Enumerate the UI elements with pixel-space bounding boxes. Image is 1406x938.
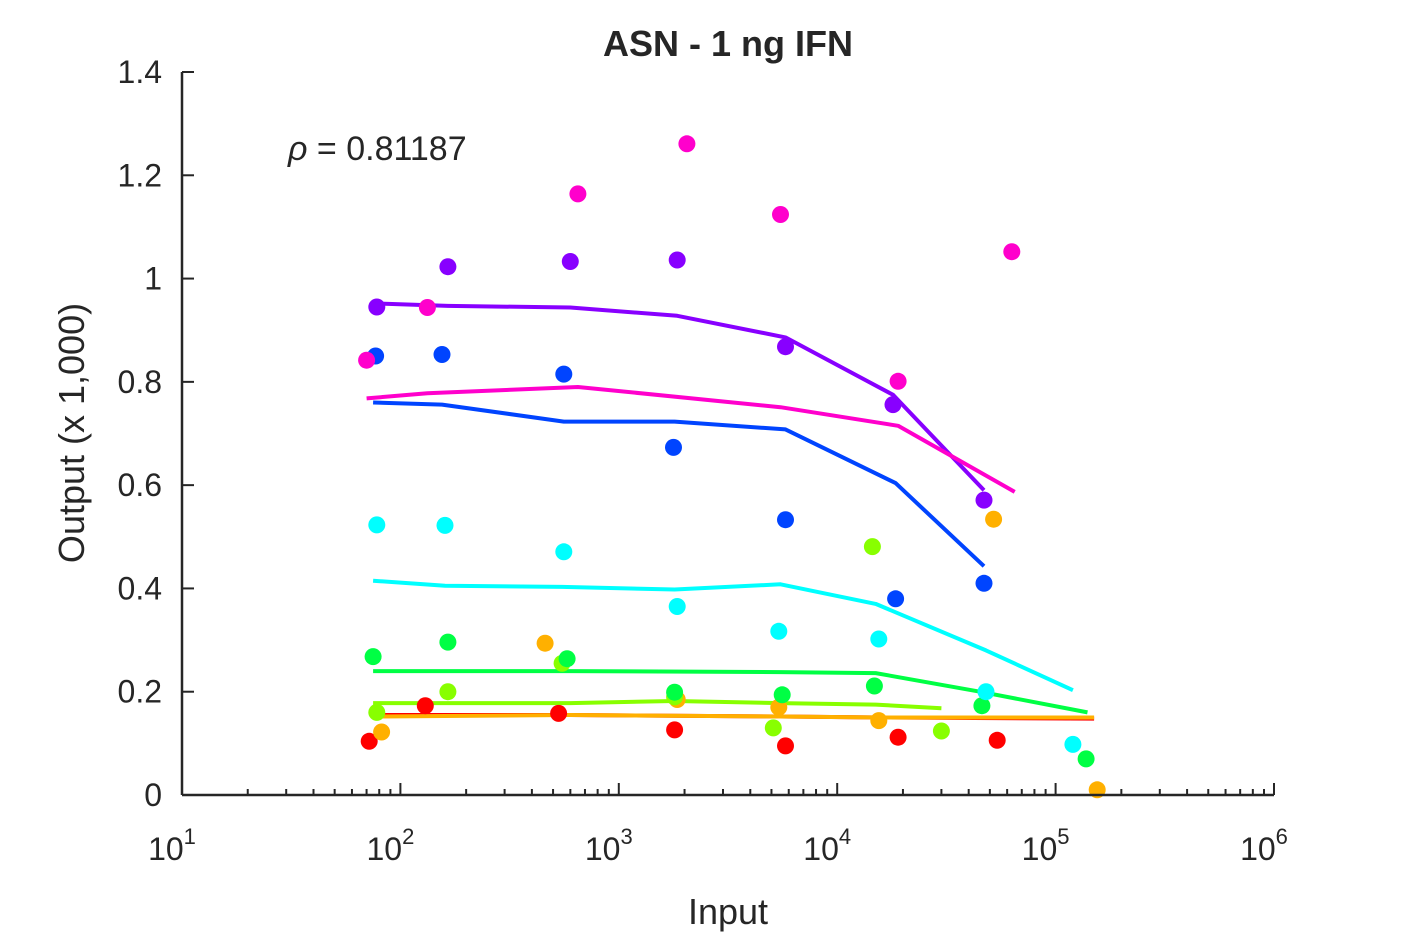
data-point-series-7 xyxy=(777,338,794,356)
data-point-series-8 xyxy=(1003,243,1021,261)
data-point-series-1 xyxy=(666,721,684,739)
data-point-series-5 xyxy=(555,543,573,561)
data-point-series-7 xyxy=(439,258,457,276)
data-point-series-3 xyxy=(863,538,881,556)
y-tick-label: 0.2 xyxy=(118,674,162,710)
rho-symbol: ρ xyxy=(287,130,307,168)
data-point-series-5 xyxy=(668,598,686,615)
y-tick-label: 1.4 xyxy=(118,54,162,90)
y-tick-label: 0 xyxy=(144,777,162,813)
x-axis-label: Input xyxy=(688,891,768,932)
data-point-series-1 xyxy=(550,704,568,722)
x-tick-label: 101 xyxy=(148,824,196,867)
x-axis-ticks: 101 102 103 104 105 106 xyxy=(148,783,1288,867)
fit-line-series-8 xyxy=(366,385,1016,494)
fit-line-series-2 xyxy=(373,713,1095,720)
x-tick-exponent: 2 xyxy=(402,824,414,849)
data-point-series-2 xyxy=(870,712,888,730)
correlation-annotation: ρ = 0.81187 xyxy=(287,130,467,168)
y-tick-label: 1.2 xyxy=(118,157,162,193)
data-point-series-5 xyxy=(436,516,454,534)
x-tick-label: 106 xyxy=(1240,824,1288,867)
data-point-series-4 xyxy=(1077,750,1095,768)
x-tick-base: 10 xyxy=(585,831,621,867)
fit-line-series-5 xyxy=(372,578,1074,693)
x-tick-base: 10 xyxy=(148,831,184,867)
data-point-series-8 xyxy=(889,372,907,390)
data-point-series-3 xyxy=(368,703,386,721)
y-tick-label: 0.6 xyxy=(118,467,162,503)
data-point-series-3 xyxy=(764,719,782,737)
data-point-series-4 xyxy=(439,633,457,651)
y-tick-label: 1 xyxy=(144,261,162,297)
x-tick-exponent: 3 xyxy=(620,824,632,849)
data-point-series-7 xyxy=(884,396,902,414)
x-tick-label: 104 xyxy=(803,824,851,867)
x-tick-label: 102 xyxy=(366,824,414,867)
data-point-series-8 xyxy=(418,299,436,316)
data-point-series-2 xyxy=(373,723,391,741)
data-point-series-1 xyxy=(360,732,378,750)
y-tick-label: 0.4 xyxy=(118,570,162,606)
x-tick-exponent: 6 xyxy=(1276,824,1288,849)
data-point-series-7 xyxy=(368,298,386,316)
data-point-series-2 xyxy=(536,634,554,652)
data-point-series-4 xyxy=(773,686,791,704)
data-point-series-6 xyxy=(555,365,573,383)
data-point-series-6 xyxy=(433,346,451,363)
data-point-series-5 xyxy=(1064,735,1082,753)
y-axis-ticks: 0 0.2 0.4 0.6 0.8 1 1.2 1.4 xyxy=(118,54,194,813)
fit-line-series-6 xyxy=(373,400,986,568)
data-point-series-7 xyxy=(668,251,686,269)
fit-line-series-4 xyxy=(373,669,1088,715)
data-point-series-7 xyxy=(975,491,993,509)
x-tick-exponent: 1 xyxy=(184,824,196,849)
data-point-series-3 xyxy=(932,722,950,740)
data-point-series-4 xyxy=(558,650,576,668)
data-point-series-4 xyxy=(666,683,684,701)
x-tick-exponent: 5 xyxy=(1057,824,1069,849)
data-point-series-5 xyxy=(977,683,995,701)
data-point-series-8 xyxy=(358,351,376,369)
data-point-series-1 xyxy=(777,737,794,755)
chart-title: ASN - 1 ng IFN xyxy=(603,23,853,64)
rho-value: = 0.81187 xyxy=(307,130,466,168)
data-point-series-3 xyxy=(439,683,457,701)
data-point-series-5 xyxy=(770,622,788,640)
data-point-series-1 xyxy=(988,731,1006,749)
data-point-series-6 xyxy=(665,438,682,456)
x-tick-base: 10 xyxy=(1240,831,1276,867)
fit-line-series-7 xyxy=(373,301,986,492)
x-tick-base: 10 xyxy=(366,831,402,867)
x-tick-base: 10 xyxy=(1022,831,1058,867)
x-tick-exponent: 4 xyxy=(839,824,851,849)
fit-line-series-3 xyxy=(373,699,942,711)
fit-lines xyxy=(366,301,1095,721)
data-point-series-5 xyxy=(870,630,888,648)
x-tick-label: 103 xyxy=(585,824,633,867)
data-point-series-4 xyxy=(865,677,883,695)
x-tick-label: 105 xyxy=(1022,824,1070,867)
data-point-series-2 xyxy=(985,510,1003,528)
data-point-series-5 xyxy=(368,516,386,534)
data-point-series-7 xyxy=(561,253,579,270)
data-point-series-1 xyxy=(889,728,907,746)
data-points xyxy=(358,135,1106,799)
data-point-series-8 xyxy=(569,185,587,203)
data-point-series-6 xyxy=(975,574,993,592)
data-point-series-4 xyxy=(364,648,382,666)
data-point-series-6 xyxy=(887,590,905,608)
x-tick-base: 10 xyxy=(803,831,839,867)
y-tick-label: 0.8 xyxy=(118,364,162,400)
data-point-series-8 xyxy=(772,206,789,223)
data-point-series-4 xyxy=(973,697,991,715)
data-point-series-6 xyxy=(777,511,794,529)
y-axis-label: Output (x 1,000) xyxy=(51,303,92,563)
data-point-series-8 xyxy=(678,135,696,153)
data-point-series-1 xyxy=(416,697,434,715)
